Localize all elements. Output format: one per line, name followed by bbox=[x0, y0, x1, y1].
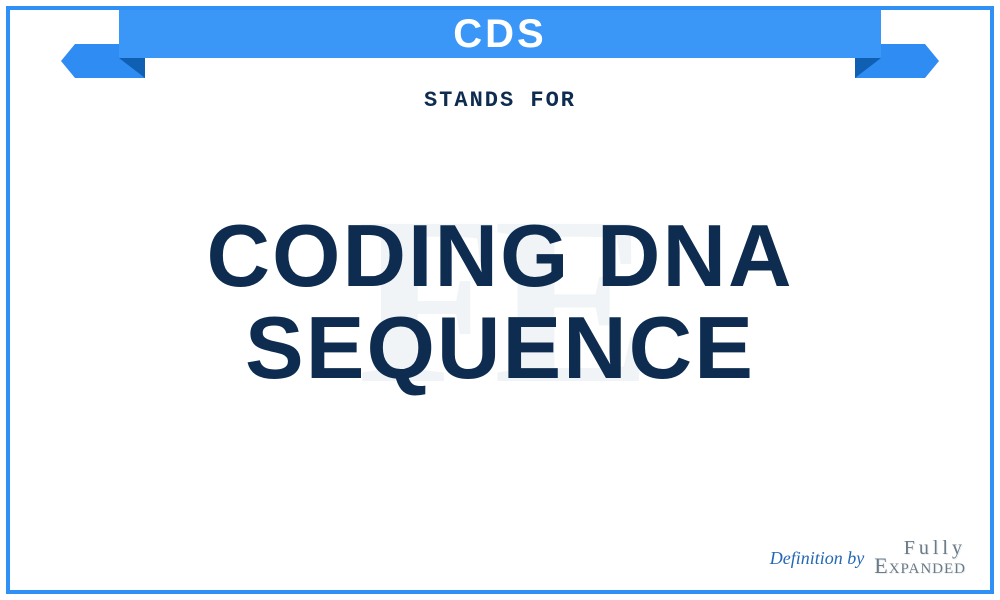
ribbon-fold-left bbox=[119, 58, 145, 78]
card-frame: FE CDS STANDS FOR CODING DNA SEQUENCE De… bbox=[6, 6, 994, 594]
ribbon-banner: CDS bbox=[75, 10, 925, 80]
acronym-text: CDS bbox=[451, 12, 548, 57]
credit-block: Definition by Fully Expanded bbox=[770, 540, 966, 576]
credit-label: Definition by bbox=[770, 548, 864, 569]
ribbon-fold-right bbox=[855, 58, 881, 78]
credit-logo: Fully Expanded bbox=[874, 540, 966, 576]
definition-text: CODING DNA SEQUENCE bbox=[70, 210, 930, 395]
ribbon-main: CDS bbox=[119, 10, 881, 58]
credit-logo-line2: Expanded bbox=[874, 557, 966, 576]
subtitle-text: STANDS FOR bbox=[10, 88, 990, 113]
